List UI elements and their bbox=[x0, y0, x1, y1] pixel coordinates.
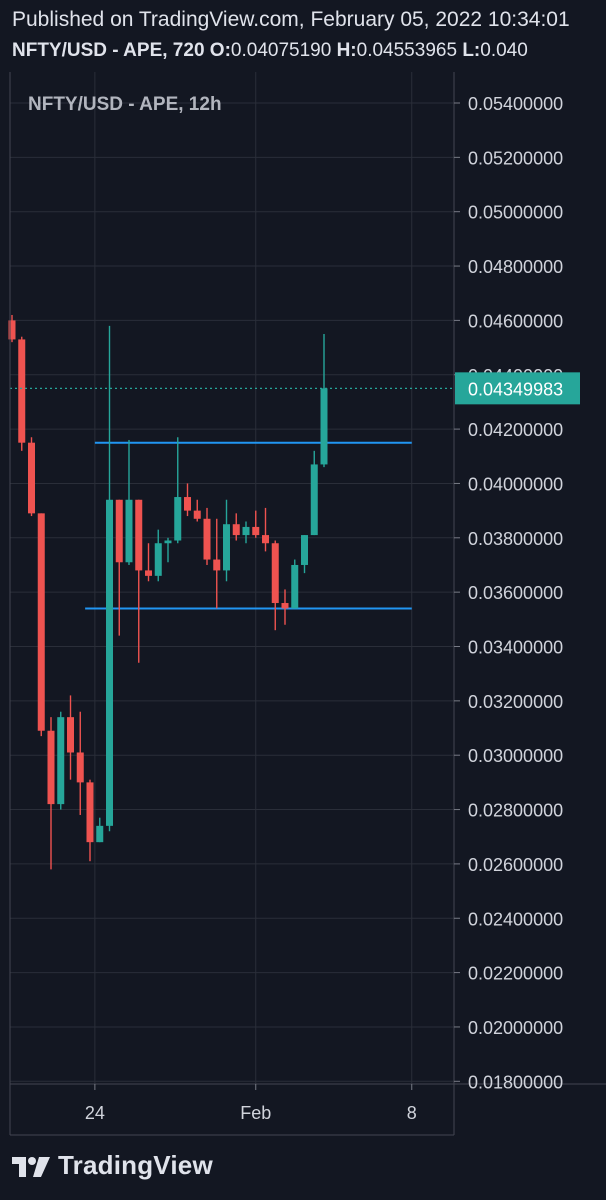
price-tick-label: 0.05000000 bbox=[468, 203, 563, 223]
candle-body bbox=[184, 497, 191, 511]
price-tick-label: 0.02800000 bbox=[468, 801, 563, 821]
candle-body bbox=[125, 499, 133, 563]
candle-body bbox=[37, 513, 45, 731]
price-tick-label: 0.04600000 bbox=[468, 311, 563, 331]
plot-area[interactable] bbox=[10, 72, 454, 1084]
candle-body bbox=[193, 510, 201, 519]
time-axis[interactable]: 24 Feb 8 bbox=[85, 1084, 417, 1123]
high-value: 0.04553965 bbox=[356, 40, 458, 61]
price-tick-label: 0.02400000 bbox=[468, 909, 563, 929]
price-tick-label: 0.04000000 bbox=[468, 474, 563, 494]
price-tick-label: 0.02200000 bbox=[468, 964, 563, 984]
candle-body bbox=[252, 526, 260, 536]
candle-body bbox=[57, 717, 65, 805]
candle-body bbox=[47, 730, 55, 805]
last-price-badge bbox=[455, 372, 580, 405]
candle-body bbox=[320, 388, 328, 465]
grid bbox=[10, 72, 454, 1084]
candle-body bbox=[174, 497, 182, 541]
price-tick-label: 0.02000000 bbox=[468, 1018, 563, 1038]
chart-title: NFTY/USD - APE, 12h bbox=[28, 94, 222, 115]
published-text: Published on TradingView.com, February 0… bbox=[12, 8, 570, 31]
candle-body bbox=[232, 524, 240, 536]
candle-body bbox=[86, 782, 94, 843]
time-tick-label: 24 bbox=[85, 1103, 105, 1123]
last-price-label: 0.04349983 bbox=[468, 379, 563, 399]
candle-body bbox=[262, 535, 269, 544]
candle-body bbox=[154, 543, 162, 576]
brand-name: TradingView bbox=[58, 1150, 213, 1180]
price-tick-label: 0.01800000 bbox=[468, 1072, 563, 1092]
candle-body bbox=[291, 564, 299, 609]
low-value: 0.040 bbox=[480, 40, 528, 61]
candles bbox=[8, 314, 328, 870]
low-label: L: bbox=[462, 40, 481, 61]
candle-body bbox=[281, 603, 289, 609]
open-value: 0.04075190 bbox=[230, 40, 332, 61]
price-tick-label: 0.03400000 bbox=[468, 638, 563, 658]
candle-body bbox=[223, 524, 230, 571]
candle-body bbox=[271, 543, 279, 604]
candle-body bbox=[310, 464, 318, 536]
time-tick-label: 8 bbox=[407, 1103, 417, 1123]
tradingview-logo-icon bbox=[12, 1156, 50, 1177]
price-tick-label: 0.02600000 bbox=[468, 855, 563, 875]
time-tick-label: Feb bbox=[240, 1103, 271, 1123]
price-tick-label: 0.04200000 bbox=[468, 420, 563, 440]
candle-body bbox=[67, 717, 74, 753]
candle-body bbox=[106, 499, 113, 826]
price-tick-label: 0.04800000 bbox=[468, 257, 563, 277]
candle-body bbox=[28, 442, 35, 514]
candle-body bbox=[18, 339, 26, 443]
candle-body bbox=[164, 540, 172, 544]
candle-body bbox=[242, 526, 250, 536]
price-tick-label: 0.03200000 bbox=[468, 692, 563, 712]
candle-body bbox=[115, 499, 123, 563]
candle-body bbox=[135, 499, 143, 571]
open-label: O: bbox=[209, 40, 231, 61]
candle-body bbox=[145, 570, 152, 576]
tradingview-brand[interactable]: TradingView bbox=[12, 1150, 213, 1181]
trend-lines bbox=[85, 441, 412, 610]
high-label: H: bbox=[336, 40, 357, 61]
candle-body bbox=[96, 825, 104, 843]
candle-body bbox=[203, 518, 211, 560]
price-tick-label: 0.03800000 bbox=[468, 529, 563, 549]
candle-body bbox=[213, 559, 221, 571]
ohlc-legend: NFTY/USD - APE, 720 O:0.04075190 H:0.045… bbox=[12, 40, 528, 62]
candle-body bbox=[8, 320, 16, 340]
price-tick-label: 0.03000000 bbox=[468, 746, 563, 766]
price-tick-label: 0.05200000 bbox=[468, 148, 563, 168]
price-axis[interactable]: 0.05400000 0.05200000 0.05000000 0.04800000… bbox=[454, 94, 580, 1092]
candle-body bbox=[301, 535, 308, 565]
candle-body bbox=[76, 752, 84, 783]
price-tick-label: 0.05400000 bbox=[468, 94, 563, 114]
price-tick-label: 0.03600000 bbox=[468, 583, 563, 603]
symbol-interval: NFTY/USD - APE, 720 bbox=[12, 40, 205, 61]
